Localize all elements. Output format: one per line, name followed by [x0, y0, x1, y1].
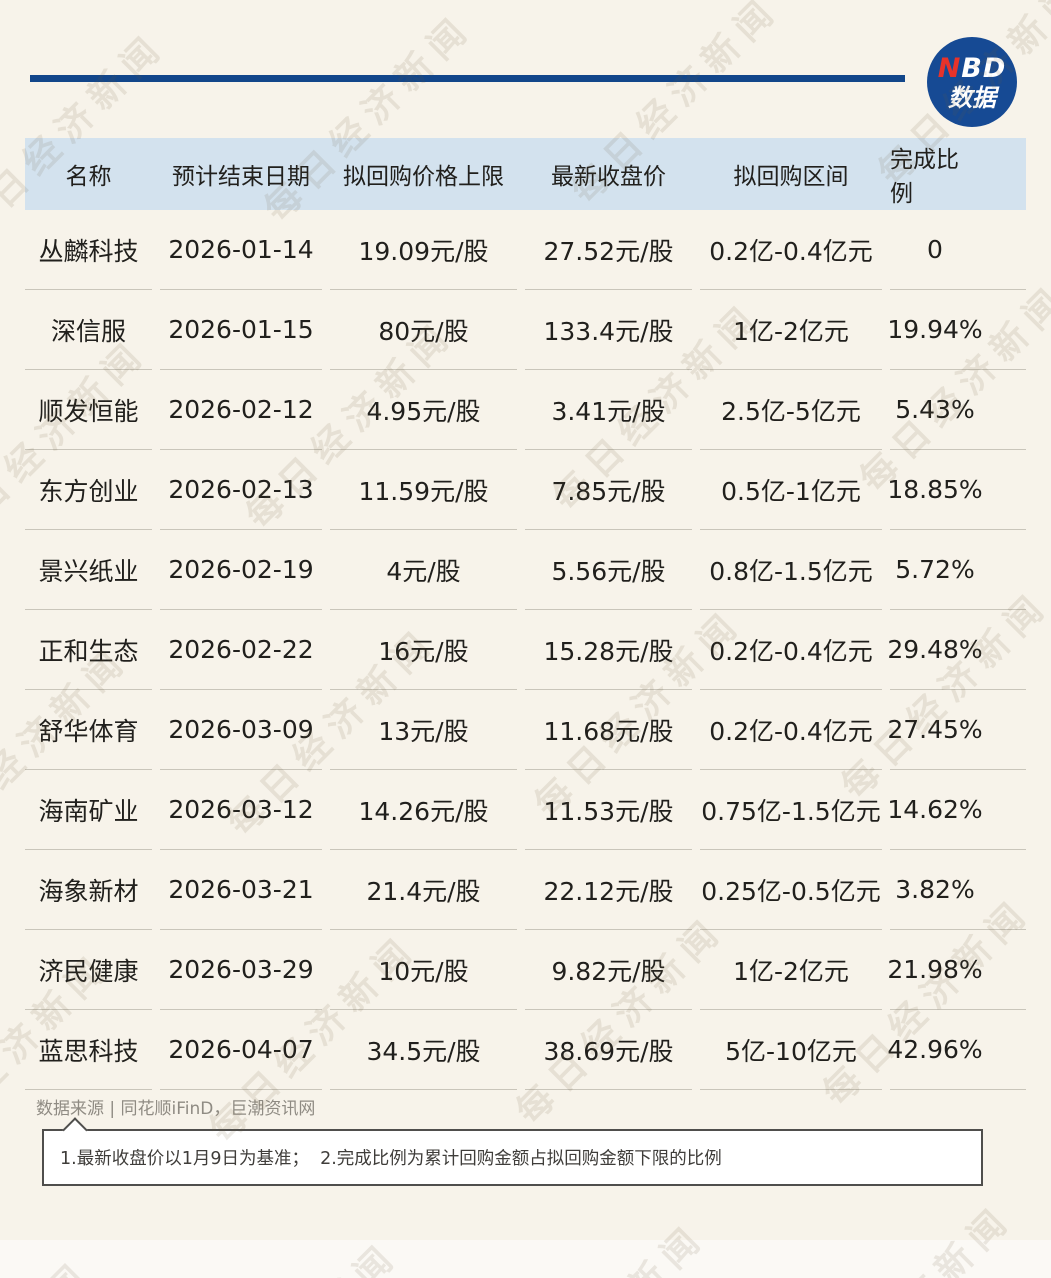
table-cell: 0.2亿-0.4亿元: [700, 210, 882, 290]
table-cell: 1亿-2亿元: [700, 930, 882, 1010]
table-cell: 5亿-10亿元: [700, 1010, 882, 1090]
nbd-logo-n: N: [937, 52, 962, 84]
table-row: 东方创业 2026-02-13 11.59元/股 7.85元/股 0.5亿-1亿元 18.…: [25, 450, 1026, 530]
table-cell: 2026-02-22: [160, 610, 322, 690]
table-cell: 3.41元/股: [525, 370, 692, 450]
table-row: 深信服 2026-01-15 80元/股 133.4元/股 1亿-2亿元 19.94%: [25, 290, 1026, 370]
table-cell: 19.09元/股: [330, 210, 517, 290]
table-cell: 11.59元/股: [330, 450, 517, 530]
table-cell: 5.43%: [890, 370, 1026, 450]
table-cell: 顺发恒能: [25, 370, 152, 450]
table-cell: 9.82元/股: [525, 930, 692, 1010]
table-cell: 14.26元/股: [330, 770, 517, 850]
table-cell: 11.68元/股: [525, 690, 692, 770]
footnote-box: 1.最新收盘价以1月9日为基准； 2.完成比例为累计回购金额占拟回购金额下限的比…: [42, 1117, 983, 1186]
column-header: 完成比例: [890, 147, 959, 207]
table-cell: 2026-03-09: [160, 690, 322, 770]
table-cell: 42.96%: [887, 1010, 1026, 1090]
table-cell: 80元/股: [330, 290, 517, 370]
table-cell: 蓝思科技: [25, 1010, 152, 1090]
table-row: 正和生态 2026-02-22 16元/股 15.28元/股 0.2亿-0.4亿元 29.…: [25, 610, 1026, 690]
nbd-logo-text: NBD: [938, 55, 1007, 82]
table-cell: 2026-03-29: [160, 930, 322, 1010]
table-cell: 21.4元/股: [330, 850, 517, 930]
footnote-text: 1.最新收盘价以1月9日为基准； 2.完成比例为累计回购金额占拟回购金额下限的比…: [60, 1149, 722, 1169]
table-cell: 2026-01-15: [160, 290, 322, 370]
column-header: 最新收盘价: [551, 164, 666, 190]
table-cell: 14.62%: [887, 770, 1026, 850]
table-cell: 2026-02-13: [160, 450, 322, 530]
table-cell: 29.48%: [887, 610, 1026, 690]
buyback-table: 名称 预计结束日期 拟回购价格上限 最新收盘价 拟回购区间 完成比例 丛麟科技 2026-0…: [25, 138, 1026, 1090]
table-cell: 13元/股: [330, 690, 517, 770]
table-cell: 海象新材: [25, 850, 152, 930]
table-cell: 4元/股: [330, 530, 517, 610]
table-row: 景兴纸业 2026-02-19 4元/股 5.56元/股 0.8亿-1.5亿元 5.72%: [25, 530, 1026, 610]
table-cell: 27.45%: [887, 690, 1026, 770]
table-cell: 0.75亿-1.5亿元: [700, 770, 882, 850]
table-cell: 15.28元/股: [525, 610, 692, 690]
table-cell: 11.53元/股: [525, 770, 692, 850]
accent-divider: [30, 75, 905, 82]
bottom-strip: [0, 1240, 1051, 1278]
table-cell: 正和生态: [25, 610, 152, 690]
table-cell: 0.2亿-0.4亿元: [700, 610, 882, 690]
table-header: 名称 预计结束日期 拟回购价格上限 最新收盘价 拟回购区间 完成比例: [25, 138, 1026, 210]
table-cell: 22.12元/股: [525, 850, 692, 930]
table-row: 丛麟科技 2026-01-14 19.09元/股 27.52元/股 0.2亿-0.4亿元…: [25, 210, 1026, 290]
nbd-logo-bd: BD: [961, 52, 1007, 84]
table-cell: 5.72%: [890, 530, 1026, 610]
table-cell: 4.95元/股: [330, 370, 517, 450]
nbd-logo-subtext: 数据: [948, 83, 996, 112]
table-row: 济民健康 2026-03-29 10元/股 9.82元/股 1亿-2亿元 21.98%: [25, 930, 1026, 1010]
column-header: 名称: [65, 164, 112, 190]
nbd-logo: NBD 数据: [927, 37, 1017, 127]
table-row: 海南矿业 2026-03-12 14.26元/股 11.53元/股 0.75亿-1.5亿…: [25, 770, 1026, 850]
table-cell: 2026-03-21: [160, 850, 322, 930]
table-cell: 19.94%: [887, 290, 1026, 370]
table-cell: 0.25亿-0.5亿元: [700, 850, 882, 930]
table-cell: 丛麟科技: [25, 210, 152, 290]
table-cell: 海南矿业: [25, 770, 152, 850]
table-cell: 7.85元/股: [525, 450, 692, 530]
table-cell: 东方创业: [25, 450, 152, 530]
column-header: 拟回购价格上限: [343, 164, 504, 190]
table-row: 蓝思科技 2026-04-07 34.5元/股 38.69元/股 5亿-10亿元 42.9…: [25, 1010, 1026, 1090]
table-cell: 0.5亿-1亿元: [700, 450, 882, 530]
table-cell: 济民健康: [25, 930, 152, 1010]
table-row: 顺发恒能 2026-02-12 4.95元/股 3.41元/股 2.5亿-5亿元 5.43…: [25, 370, 1026, 450]
table-cell: 舒华体育: [25, 690, 152, 770]
table-cell: 21.98%: [887, 930, 1026, 1010]
table-cell: 0.2亿-0.4亿元: [700, 690, 882, 770]
table-cell: 1亿-2亿元: [700, 290, 882, 370]
table-cell: 0.8亿-1.5亿元: [700, 530, 882, 610]
table-cell: 27.52元/股: [525, 210, 692, 290]
table-cell: 5.56元/股: [525, 530, 692, 610]
column-header: 预计结束日期: [172, 164, 310, 190]
table-body: 丛麟科技 2026-01-14 19.09元/股 27.52元/股 0.2亿-0.4亿元…: [25, 210, 1026, 1090]
table-cell: 133.4元/股: [525, 290, 692, 370]
table-cell: 38.69元/股: [525, 1010, 692, 1090]
table-cell: 34.5元/股: [330, 1010, 517, 1090]
data-source-caption: 数据来源 | 同花顺iFinD，巨潮资讯网: [36, 1099, 316, 1119]
table-cell: 2026-01-14: [160, 210, 322, 290]
table-cell: 3.82%: [890, 850, 1026, 930]
table-row: 舒华体育 2026-03-09 13元/股 11.68元/股 0.2亿-0.4亿元 27.…: [25, 690, 1026, 770]
table-cell: 10元/股: [330, 930, 517, 1010]
table-cell: 2026-04-07: [160, 1010, 322, 1090]
table-row: 海象新材 2026-03-21 21.4元/股 22.12元/股 0.25亿-0.5亿元…: [25, 850, 1026, 930]
column-header: 拟回购区间: [733, 164, 849, 190]
footnote-notch: [62, 1117, 88, 1143]
table-cell: 2026-03-12: [160, 770, 322, 850]
table-cell: 景兴纸业: [25, 530, 152, 610]
table-cell: 2.5亿-5亿元: [700, 370, 882, 450]
table-cell: 18.85%: [887, 450, 1026, 530]
table-cell: 16元/股: [330, 610, 517, 690]
table-cell: 0: [890, 210, 1026, 290]
table-cell: 2026-02-12: [160, 370, 322, 450]
table-cell: 2026-02-19: [160, 530, 322, 610]
table-cell: 深信服: [25, 290, 152, 370]
